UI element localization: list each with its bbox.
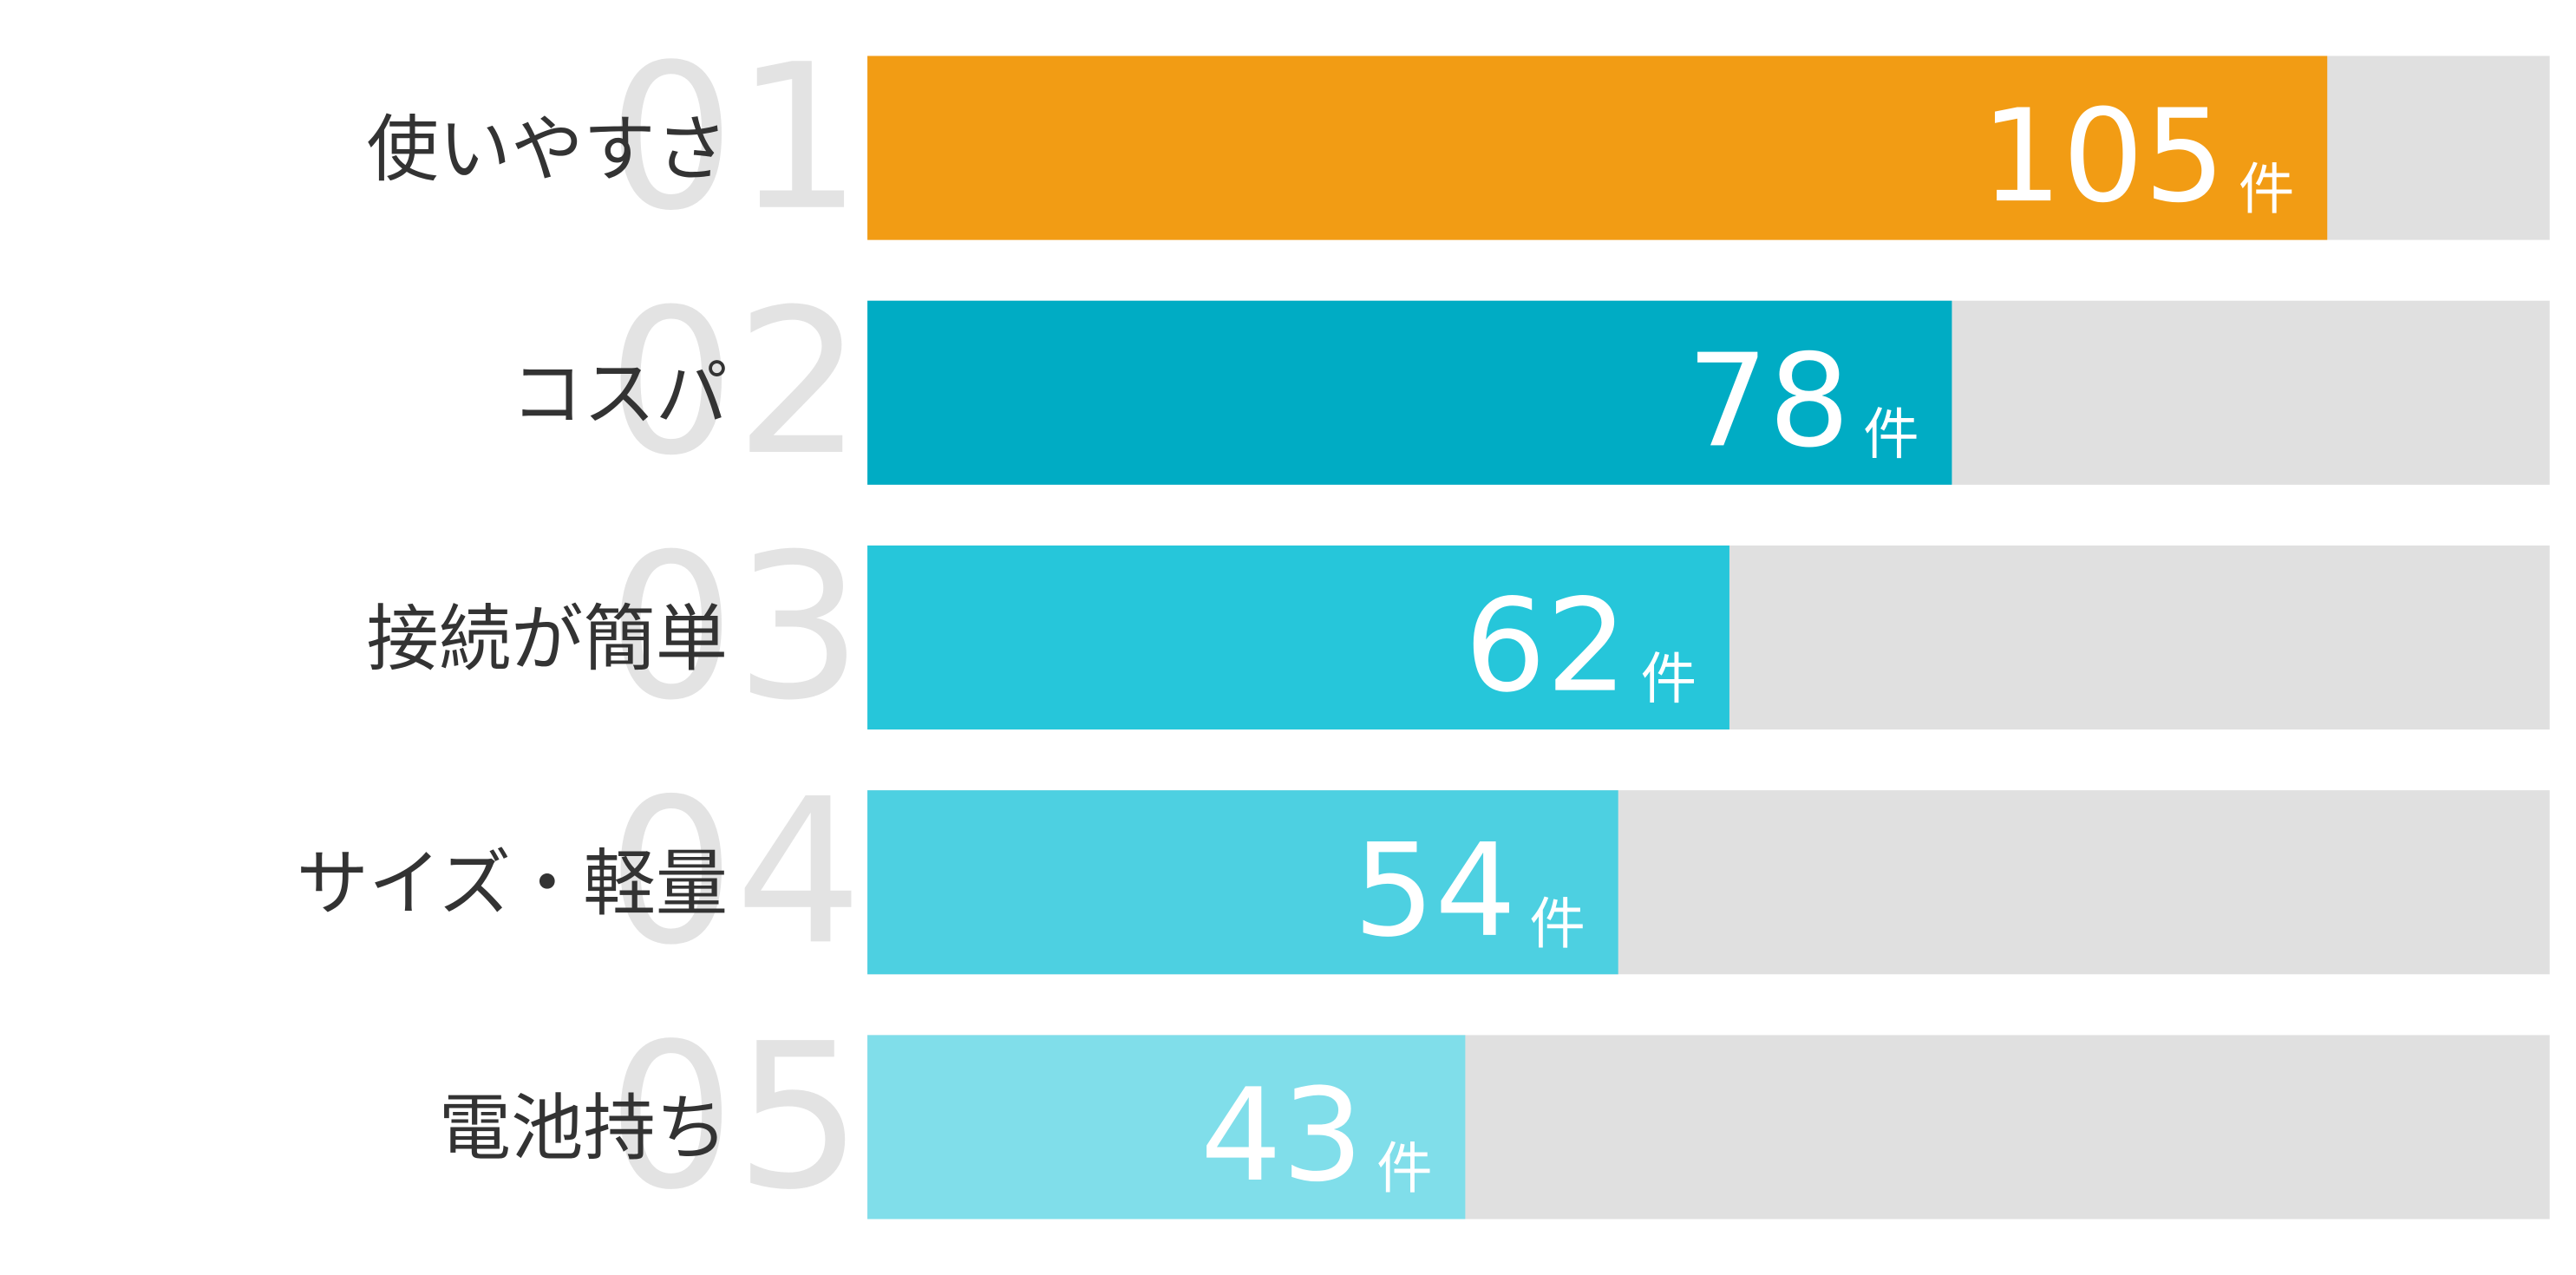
value-label: 62 — [1465, 572, 1628, 721]
value-label: 54 — [1353, 816, 1516, 965]
value-unit: 件 — [1863, 402, 1919, 468]
rank-number: 04 — [607, 756, 862, 989]
rank-number: 02 — [607, 267, 862, 500]
bar — [867, 1035, 1466, 1219]
category-label: 接続が簡単 — [366, 597, 728, 681]
rank-number: 05 — [607, 1002, 862, 1234]
bar — [867, 300, 1952, 485]
value-label: 105 — [1981, 82, 2226, 231]
value-label: 43 — [1200, 1061, 1363, 1210]
value-label: 78 — [1687, 326, 1850, 475]
bar — [867, 56, 2328, 240]
bar — [867, 790, 1618, 975]
value-unit: 件 — [2239, 158, 2294, 223]
bar — [867, 545, 1729, 730]
rank-number: 01 — [607, 23, 862, 255]
value-unit: 件 — [1376, 1137, 1432, 1202]
category-label: サイズ・軽量 — [297, 842, 728, 926]
category-label: コスパ — [511, 352, 728, 436]
value-unit: 件 — [1641, 647, 1697, 712]
category-label: 電池持ち — [439, 1087, 728, 1171]
rank-number: 03 — [607, 512, 862, 744]
value-unit: 件 — [1529, 892, 1585, 957]
category-label: 使いやすさ — [366, 108, 728, 192]
